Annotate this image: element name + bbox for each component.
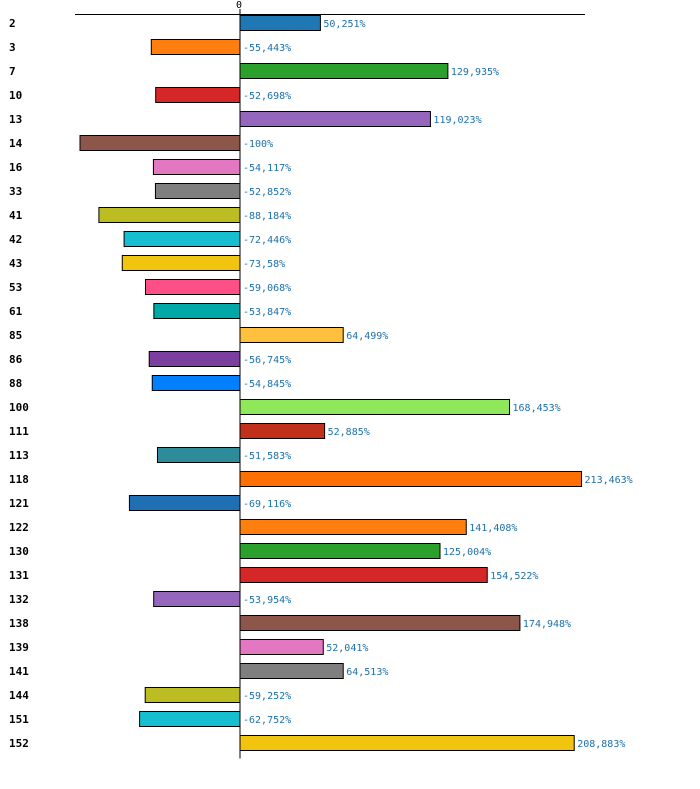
value-label: -59,068% bbox=[243, 283, 291, 294]
bar-138 bbox=[239, 615, 521, 631]
category-label: 85 bbox=[9, 329, 22, 342]
bar-43 bbox=[121, 255, 241, 271]
value-label: -55,443% bbox=[243, 43, 291, 54]
bar-14 bbox=[79, 135, 241, 151]
value-label: -73,58% bbox=[243, 259, 285, 270]
value-label: -100% bbox=[243, 139, 273, 150]
category-label: 130 bbox=[9, 545, 29, 558]
category-label: 151 bbox=[9, 713, 29, 726]
value-label: -52,852% bbox=[243, 187, 291, 198]
category-label: 152 bbox=[9, 737, 29, 750]
zero-tick-label: 0 bbox=[236, 0, 242, 11]
value-label: -53,847% bbox=[243, 307, 291, 318]
category-label: 121 bbox=[9, 497, 29, 510]
value-label: -51,583% bbox=[243, 451, 291, 462]
category-label: 118 bbox=[9, 473, 29, 486]
category-label: 88 bbox=[9, 377, 22, 390]
category-label: 41 bbox=[9, 209, 23, 222]
bar-122 bbox=[239, 519, 467, 535]
value-label: 208,883% bbox=[577, 739, 625, 750]
category-label: 144 bbox=[9, 689, 29, 702]
value-label: -88,184% bbox=[243, 211, 291, 222]
bar-42 bbox=[123, 231, 241, 247]
category-labels: 2 3 7 10 13 14 16 33 41 42 43 53 61 85 86 88 100 111 113 11… bbox=[9, 17, 29, 750]
category-label: 111 bbox=[9, 425, 29, 438]
value-labels: 50,251% -55,443% 129,935% -52,698% 119,023% -… bbox=[243, 19, 633, 750]
bar-16 bbox=[152, 159, 241, 175]
category-label: 33 bbox=[9, 185, 22, 198]
bar-2 bbox=[239, 15, 321, 31]
value-label: -54,117% bbox=[243, 163, 291, 174]
category-label: 61 bbox=[9, 305, 23, 318]
bar-131 bbox=[239, 567, 488, 583]
value-label: -54,845% bbox=[243, 379, 291, 390]
bar-139 bbox=[239, 639, 324, 655]
bar-61 bbox=[153, 303, 241, 319]
value-label: 174,948% bbox=[523, 619, 571, 630]
bar-100 bbox=[239, 399, 511, 415]
bar-152 bbox=[239, 735, 575, 751]
value-label: -56,745% bbox=[243, 355, 291, 366]
value-label: 52,885% bbox=[328, 427, 370, 438]
bar-118 bbox=[239, 471, 583, 487]
category-label: 7 bbox=[9, 65, 16, 78]
category-label: 132 bbox=[9, 593, 29, 606]
category-label: 113 bbox=[9, 449, 29, 462]
bar-111 bbox=[239, 423, 326, 439]
bar-41 bbox=[98, 207, 241, 223]
bar-88 bbox=[151, 375, 241, 391]
category-label: 43 bbox=[9, 257, 22, 270]
category-label: 122 bbox=[9, 521, 29, 534]
value-label: 154,522% bbox=[490, 571, 538, 582]
category-label: 53 bbox=[9, 281, 22, 294]
category-label: 131 bbox=[9, 569, 29, 582]
category-label: 141 bbox=[9, 665, 29, 678]
bar-130 bbox=[239, 543, 441, 559]
value-label: 64,499% bbox=[346, 331, 388, 342]
category-label: 13 bbox=[9, 113, 22, 126]
bar-141 bbox=[239, 663, 344, 679]
bar-33 bbox=[154, 183, 241, 199]
category-label: 2 bbox=[9, 17, 16, 30]
category-label: 86 bbox=[9, 353, 23, 366]
bar-121 bbox=[128, 495, 241, 511]
category-label: 100 bbox=[9, 401, 29, 414]
category-label: 3 bbox=[9, 41, 16, 54]
category-label: 16 bbox=[9, 161, 23, 174]
value-label: -69,116% bbox=[243, 499, 291, 510]
value-label: -53,954% bbox=[243, 595, 291, 606]
category-label: 138 bbox=[9, 617, 29, 630]
bar-53 bbox=[144, 279, 241, 295]
bar-13 bbox=[239, 111, 431, 127]
bar-86 bbox=[148, 351, 241, 367]
value-label: 141,408% bbox=[469, 523, 517, 534]
value-label: 125,004% bbox=[443, 547, 491, 558]
category-label: 10 bbox=[9, 89, 22, 102]
bar-85 bbox=[239, 327, 344, 343]
value-label: -72,446% bbox=[243, 235, 291, 246]
bar-7 bbox=[239, 63, 449, 79]
bar-113 bbox=[156, 447, 241, 463]
value-label: -62,752% bbox=[243, 715, 291, 726]
bar-132 bbox=[153, 591, 241, 607]
value-label: 64,513% bbox=[346, 667, 388, 678]
value-label: 168,453% bbox=[513, 403, 561, 414]
category-label: 42 bbox=[9, 233, 22, 246]
category-label: 14 bbox=[9, 137, 23, 150]
bars-layer bbox=[79, 15, 583, 751]
value-label: 213,463% bbox=[585, 475, 633, 486]
bar-10 bbox=[155, 87, 241, 103]
category-label: 139 bbox=[9, 641, 29, 654]
value-label: -52,698% bbox=[243, 91, 291, 102]
value-label: -59,252% bbox=[243, 691, 291, 702]
bar-151 bbox=[139, 711, 241, 727]
value-label: 119,023% bbox=[433, 115, 481, 126]
bar-144 bbox=[144, 687, 241, 703]
value-label: 129,935% bbox=[451, 67, 499, 78]
bar-3 bbox=[150, 39, 241, 55]
value-label: 52,041% bbox=[326, 643, 368, 654]
value-label: 50,251% bbox=[323, 19, 365, 30]
